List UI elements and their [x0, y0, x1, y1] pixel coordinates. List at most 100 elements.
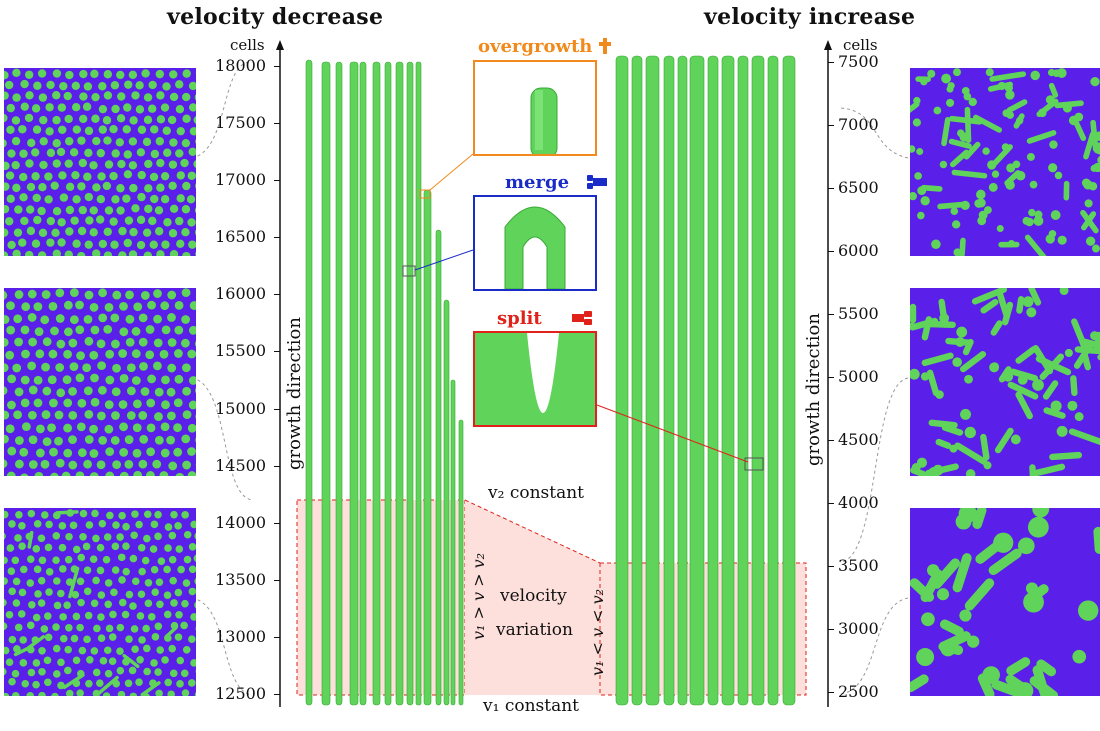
snapshot-left-bottom [4, 508, 196, 696]
axis-tick-mark [828, 440, 834, 441]
dots-pattern-left-bottom [4, 509, 196, 696]
axis-tick-label: 4000 [838, 493, 879, 512]
overgrowth-text: overgrowth [478, 36, 593, 57]
leader-left-3 [191, 597, 253, 696]
axis-tick-mark [828, 629, 834, 630]
axis-tick-label: 7500 [838, 52, 879, 71]
left-condition-label: v₁ > v > v₂ [469, 552, 488, 640]
merge-connector [414, 249, 474, 271]
merge-label: merge [505, 172, 608, 193]
overgrowth-label: overgrowth [478, 36, 611, 57]
variation-region-middle [465, 500, 600, 695]
axis-tick-label: 12500 [215, 684, 266, 703]
snapshot-left-middle [4, 288, 196, 476]
merge-zoom-panel [473, 195, 597, 291]
merge-text: merge [505, 172, 570, 193]
axis-tick-mark [828, 314, 834, 315]
axis-tick-mark [274, 294, 280, 296]
left-axis-arrow-icon [276, 40, 284, 50]
axis-tick-mark [274, 579, 280, 581]
snapshot-right-middle [910, 288, 1100, 476]
axis-tick-label: 3500 [838, 556, 879, 575]
split-connector [596, 404, 749, 463]
axis-tick-mark [828, 377, 834, 378]
split-label: split [497, 308, 592, 329]
right-axis-arrow-icon [824, 40, 832, 50]
leader-right-3 [839, 597, 909, 695]
fibers-left [305, 59, 464, 706]
axis-tick-label: 17000 [215, 170, 266, 190]
axis-tick-mark [274, 123, 280, 125]
leader-right-1 [839, 107, 909, 159]
axis-tick-label: 7000 [838, 115, 879, 134]
left-axis-unit: cells [230, 36, 265, 54]
axis-tick-label: 15500 [215, 341, 266, 361]
axis-tick-label: 4500 [838, 430, 879, 449]
right-axis-label: growth direction [803, 313, 824, 466]
axis-tick-label: 2500 [838, 682, 879, 701]
overgrowth-zoom-panel [473, 60, 597, 156]
title-velocity-decrease: velocity decrease [167, 4, 384, 30]
title-velocity-increase: velocity increase [704, 4, 916, 30]
pattern-right-bottom [910, 508, 1100, 696]
split-marker [744, 457, 764, 471]
axis-tick-label: 18000 [215, 56, 266, 75]
split-zoom-panel [473, 331, 597, 427]
axis-tick-label: 16000 [215, 284, 266, 304]
axis-tick-mark [274, 694, 280, 695]
axis-tick-mark [828, 62, 834, 63]
variation-connector-line [464, 499, 601, 564]
leader-right-2 [839, 377, 909, 563]
right-axis-unit: cells [843, 36, 878, 54]
leader-left-1 [191, 61, 253, 159]
axis-tick-label: 15000 [215, 398, 266, 418]
axis-tick-label: 3000 [838, 619, 879, 638]
snapshot-left-top [4, 68, 196, 256]
axis-tick-mark [274, 66, 280, 67]
axis-tick-mark [274, 465, 280, 467]
axis-tick-mark [274, 522, 280, 524]
axis-tick-label: 14000 [215, 512, 266, 532]
right-condition-label: v₁ < v < v₂ [588, 588, 607, 676]
snapshot-right-bottom [910, 508, 1100, 696]
axis-tick-label: 17500 [215, 113, 266, 133]
v2-constant-label: v₂ constant [488, 483, 584, 503]
dots-pattern-left-middle [4, 288, 196, 476]
pattern-right-top [910, 68, 1100, 256]
axis-tick-mark [828, 125, 834, 126]
axis-tick-label: 6000 [838, 241, 879, 260]
overgrowth-connector [429, 153, 474, 191]
axis-tick-mark [274, 351, 280, 353]
axis-tick-mark [828, 251, 834, 252]
axis-tick-label: 13500 [215, 569, 266, 589]
leader-left-2 [191, 377, 253, 501]
cross-icon [598, 38, 611, 54]
merge-marker [402, 265, 416, 277]
axis-tick-mark [828, 503, 834, 504]
v1-constant-label: v₁ constant [483, 696, 579, 716]
split-icon [572, 311, 592, 325]
pattern-right-middle [910, 288, 1100, 476]
overgrowth-marker [419, 189, 431, 199]
axis-tick-mark [274, 636, 280, 638]
dots-pattern-left-top [4, 68, 196, 256]
fibers-right [615, 55, 796, 706]
axis-tick-mark [828, 566, 834, 567]
axis-tick-label: 6500 [838, 178, 879, 197]
axis-tick-mark [828, 692, 834, 693]
merge-icon [587, 175, 608, 189]
axis-tick-label: 13000 [215, 626, 266, 646]
axis-tick-mark [274, 237, 280, 239]
axis-tick-label: 5000 [838, 367, 879, 386]
axis-tick-mark [274, 180, 280, 182]
axis-tick-mark [828, 188, 834, 189]
left-axis-label: growth direction [284, 317, 305, 470]
axis-tick-label: 14500 [215, 455, 266, 475]
velocity-variation-line1: velocity [500, 586, 567, 606]
split-text: split [497, 308, 542, 329]
axis-tick-mark [274, 408, 280, 410]
axis-tick-label: 16500 [215, 227, 266, 247]
snapshot-right-top [910, 68, 1100, 256]
velocity-variation-line2: variation [496, 620, 573, 640]
